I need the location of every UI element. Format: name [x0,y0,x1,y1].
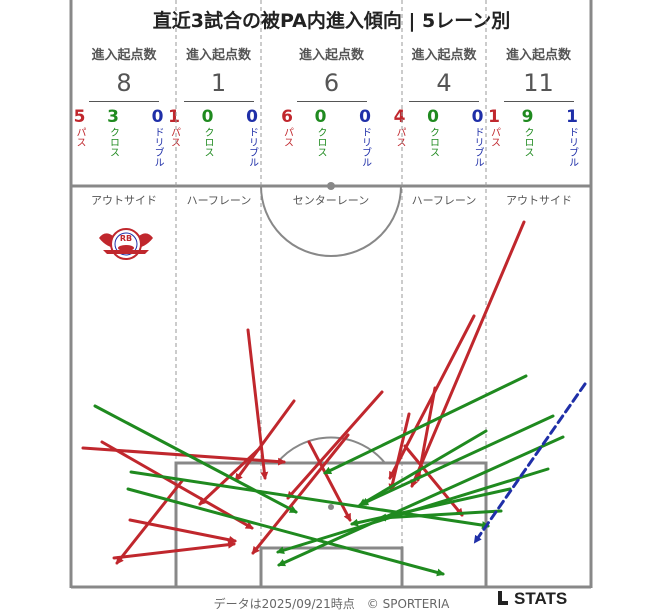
dribble-label: ドリブル [359,127,371,167]
lane-header-label: 進入起点数 [505,48,571,63]
pass-count: 4 [393,107,406,127]
cross-arrow [126,487,445,577]
pass-label: パス [74,127,85,147]
pass-count: 1 [168,107,180,127]
lane-header-5: 進入起点数 11 1 パス 9 クロス 1 ドリブル [487,44,590,167]
pass-label: パス [281,127,293,147]
cross-count: 0 [314,107,327,127]
dribble-label: ドリブル [246,127,258,167]
center-spot [327,182,335,190]
pass-arrow [234,399,296,482]
lane-header-4: 進入起点数 4 4 パス 0 クロス 0 ドリブル [394,44,485,167]
cross-count: 9 [521,107,534,127]
pass-label: パス [394,127,405,147]
lane-total: 8 [116,69,132,97]
lane-header-2: 進入起点数 1 1 パス 0 クロス 0 ドリブル [168,44,260,167]
pass-arrow [112,540,236,560]
cross-arrow [360,414,555,506]
chart-title: 直近3試合の被PA内進入傾向 | 5レーン別 [152,10,511,32]
cross-label: クロス [522,127,533,157]
dribble-label: ドリブル [152,127,163,167]
cross-label: クロス [427,127,439,157]
center-circle [260,185,402,257]
pass-arrow [307,440,352,522]
lane-header-3: 進入起点数 6 6 パス 0 クロス 0 ドリブル [262,44,401,167]
club-badge-icon: RB [99,228,153,260]
lane-name-5: アウトサイド [506,194,572,207]
cross-arrow [378,509,503,522]
pass-arrow [410,220,526,488]
lane-total: 6 [323,69,340,97]
pass-count: 6 [281,107,293,127]
pass-count: 1 [488,107,500,127]
cross-label: クロス [107,127,119,157]
penalty-arc [276,436,386,464]
footer-note: データは2025/09/21時点 © SPORTERIA [213,597,450,611]
pass-label: パス [488,127,500,147]
goal-area [259,546,404,587]
pass-arrow [115,479,184,565]
cross-count: 0 [201,107,214,127]
cross-count: 3 [107,107,119,127]
dribble-count: 1 [566,107,578,127]
pass-label: パス [168,127,180,147]
dribble-label: ドリブル [566,127,578,167]
pass-arrow [403,444,464,517]
cross-label: クロス [202,127,213,157]
stats-logo-icon [498,591,508,605]
lane-header-label: 進入起点数 [91,48,157,63]
lane-name-1: アウトサイド [91,194,157,207]
cross-arrow [129,470,490,530]
lane-header-label: 進入起点数 [185,48,251,63]
cross-label: クロス [315,127,326,157]
cross-arrow [358,429,488,507]
lane-name-4: ハーフレーン [411,194,477,207]
cross-arrow [323,374,528,475]
lane-dividers [175,0,487,587]
pass-arrow [246,328,269,480]
lane-name-2: ハーフレーン [186,194,252,207]
dribble-count: 0 [471,107,484,127]
pass-arrow [251,433,350,555]
lane-total: 4 [436,69,452,97]
dribble-count: 0 [359,107,371,127]
dribble-label: ドリブル [472,127,483,167]
pass-arrow [286,390,384,500]
pass-arrow [388,412,411,492]
lane-header-1: 進入起点数 8 5 パス 3 クロス 0 ドリブル [73,44,175,167]
stats-logo-text: STATS [514,589,568,608]
lane-total: 1 [210,69,227,97]
pass-count: 5 [73,107,86,127]
dribble-arrow [473,382,587,544]
dribble-count: 0 [151,107,164,127]
stats-logo: STATS [498,589,567,609]
badge-text: RB [120,234,132,243]
lane-header-label: 進入起点数 [298,48,364,63]
cross-arrow [93,404,298,514]
lane-header-label: 進入起点数 [411,48,477,63]
entry-arrows [81,220,587,577]
pass-arrow [128,518,237,544]
lane-total: 11 [523,69,554,97]
dribble-count: 0 [246,107,258,127]
cross-count: 0 [427,107,439,127]
penalty-spot [328,504,334,510]
cross-arrow [277,435,565,567]
lane-name-3: センターレーン [292,194,370,207]
